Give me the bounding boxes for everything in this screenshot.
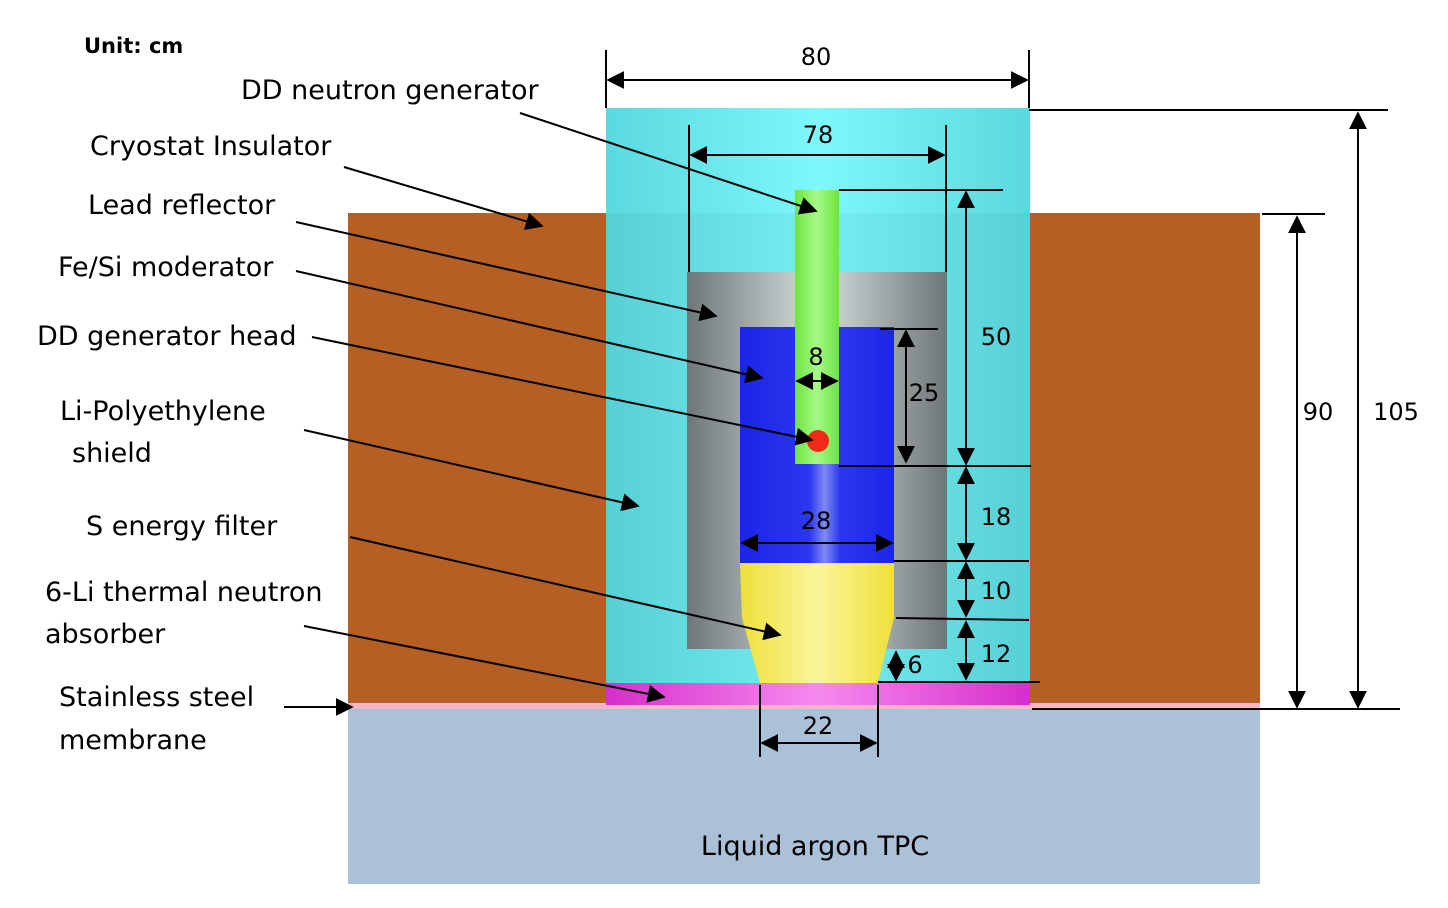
label-liquid-argon-tpc: Liquid argon TPC	[701, 831, 929, 862]
pointer-dd-generator-head	[311, 336, 814, 446]
dd-generator-head	[807, 430, 829, 452]
label-lead-reflector: Lead reflector	[88, 190, 276, 221]
pointer-fe-si-moderator	[295, 270, 764, 384]
dim-78-label: 78	[803, 121, 834, 149]
label-dd-generator-head: DD generator head	[37, 321, 296, 352]
dim-6-label: 6	[907, 651, 922, 679]
label-fe-si-moderator: Fe/Si moderator	[58, 252, 274, 283]
label-li6-absorber-line2: absorber	[45, 619, 166, 650]
dd-neutron-generator	[795, 190, 839, 464]
pointer-dd-neutron-generator	[519, 112, 818, 215]
dim-90-label: 90	[1303, 398, 1334, 426]
label-li6-absorber-line1: 6-Li thermal neutron	[45, 577, 322, 608]
pointer-s-energy-filter	[349, 536, 782, 641]
dim-25-label: 25	[909, 379, 940, 407]
dim-28-label: 28	[801, 507, 832, 535]
dim-80-label: 80	[801, 43, 832, 71]
stainless-steel-membrane	[348, 703, 1260, 709]
label-s-energy-filter: S energy filter	[86, 511, 278, 542]
dim-10-label: 10	[981, 577, 1012, 605]
label-stainless-line2: membrane	[59, 725, 207, 756]
label-li-polyethylene-line1: Li-Polyethylene	[60, 396, 266, 427]
pointer-li6-absorber	[303, 625, 666, 703]
dim-105-label: 105	[1373, 398, 1419, 426]
lead-block-right	[1029, 213, 1260, 705]
pointer-cryostat-insulator	[343, 166, 544, 230]
label-cryostat-insulator: Cryostat Insulator	[90, 131, 332, 162]
dim-50-label: 50	[981, 323, 1012, 351]
dim-10-ext-bottom	[895, 617, 1030, 621]
dim-22-label: 22	[803, 712, 834, 740]
unit-label: Unit: cm	[84, 34, 183, 58]
label-li-polyethylene-line2: shield	[72, 438, 152, 469]
s-energy-filter	[740, 563, 894, 683]
li6-absorber	[606, 683, 1030, 705]
dim-12-label: 12	[981, 640, 1012, 668]
dim-18-label: 18	[981, 503, 1012, 531]
label-stainless-line1: Stainless steel	[59, 682, 254, 713]
label-dd-neutron-generator: DD neutron generator	[241, 75, 540, 106]
pointer-li-polyethylene	[303, 429, 640, 512]
pointer-lead-reflector	[295, 221, 718, 322]
dim-8-label: 8	[808, 343, 823, 371]
lead-block-left	[348, 213, 608, 705]
